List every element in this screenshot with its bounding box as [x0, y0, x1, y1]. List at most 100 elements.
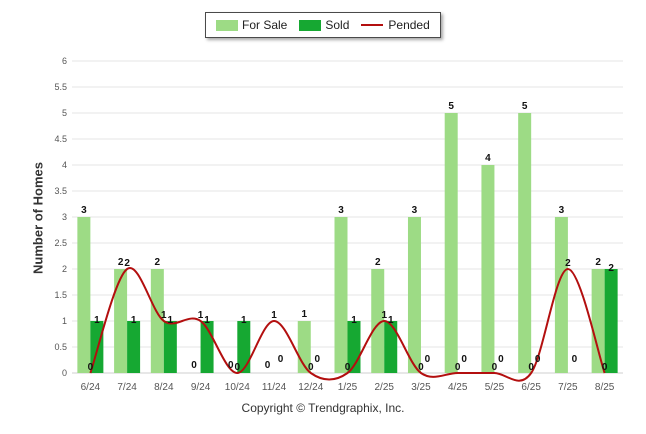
x-tick-label: 6/24 [81, 382, 101, 393]
legend-label-pended: Pended [388, 18, 430, 32]
for-sale-swatch [216, 19, 238, 31]
pended-line-layer [89, 267, 606, 382]
y-tick-label: 1.5 [54, 290, 67, 300]
data-label-pended: 0 [528, 362, 534, 373]
legend-item-for-sale[interactable]: For Sale [216, 18, 287, 32]
x-tick-label: 4/25 [448, 382, 468, 393]
x-tick-label: 7/24 [117, 382, 137, 393]
data-label-for-sale: 0 [191, 360, 197, 371]
x-tick-label: 8/25 [595, 382, 615, 393]
data-label-pended: 0 [455, 362, 461, 373]
y-tick-label: 2 [62, 264, 67, 274]
bar-sold [384, 321, 398, 373]
data-label-sold: 1 [168, 315, 174, 326]
data-label-sold: 0 [314, 354, 320, 365]
data-label-for-sale: 0 [228, 360, 234, 371]
data-label-sold: 2 [608, 263, 614, 274]
data-label-pended: 1 [271, 310, 277, 321]
data-label-for-sale: 4 [485, 153, 491, 164]
data-label-pended: 0 [492, 362, 498, 373]
y-tick-label: 2.5 [54, 238, 67, 248]
data-label-pended: 0 [235, 362, 241, 373]
bar-for-sale [444, 113, 458, 373]
data-label-for-sale: 5 [522, 101, 528, 112]
data-label-pended: 1 [381, 310, 387, 321]
y-tick-label: 4 [62, 160, 67, 170]
data-label-for-sale: 3 [412, 205, 418, 216]
y-tick-label: 6 [62, 56, 67, 66]
x-tick-label: 12/24 [298, 382, 323, 393]
x-tick-label: 11/24 [262, 382, 287, 393]
data-label-sold: 1 [204, 315, 210, 326]
bar-sold [237, 321, 251, 373]
y-tick-label: 4.5 [54, 134, 67, 144]
data-label-sold: 0 [498, 354, 504, 365]
bar-for-sale [114, 269, 128, 373]
data-label-pended: 0 [345, 362, 351, 373]
data-label-pended: 0 [308, 362, 314, 373]
bar-for-sale [518, 113, 532, 373]
legend: For Sale Sold Pended [205, 12, 441, 38]
sold-swatch [299, 19, 322, 31]
data-label-for-sale: 2 [155, 257, 161, 268]
data-label-pended: 2 [124, 258, 130, 269]
bar-sold [163, 321, 177, 373]
data-label-pended: 1 [198, 310, 204, 321]
x-tick-label: 9/24 [191, 382, 211, 393]
pended-swatch [361, 24, 384, 26]
data-label-sold: 1 [94, 315, 100, 326]
data-label-sold: 1 [131, 315, 137, 326]
data-label-sold: 0 [278, 354, 284, 365]
bar-for-sale [591, 269, 605, 373]
data-label-for-sale: 1 [301, 309, 307, 320]
data-label-for-sale: 3 [81, 205, 87, 216]
data-label-for-sale: 3 [559, 205, 565, 216]
bar-sold [604, 269, 618, 373]
data-label-sold: 0 [425, 354, 431, 365]
data-label-sold: 0 [461, 354, 467, 365]
data-label-for-sale: 5 [448, 101, 454, 112]
data-label-pended: 2 [565, 258, 571, 269]
data-label-sold: 1 [351, 315, 357, 326]
bar-for-sale [334, 217, 348, 373]
pended-line [89, 267, 606, 382]
y-tick-label: 5 [62, 108, 67, 118]
data-label-sold: 1 [388, 315, 394, 326]
legend-label-sold: Sold [325, 18, 350, 32]
x-tick-label: 7/25 [558, 382, 578, 393]
data-label-for-sale: 2 [118, 257, 124, 268]
legend-label-for-sale: For Sale [242, 18, 288, 32]
bar-sold [127, 321, 141, 373]
data-label-sold: 1 [241, 315, 247, 326]
bar-for-sale [150, 269, 164, 373]
x-tick-label: 10/24 [225, 382, 250, 393]
x-tick-label: 1/25 [338, 382, 358, 393]
data-label-pended: 1 [161, 310, 167, 321]
x-tick-label: 6/25 [521, 382, 541, 393]
bar-for-sale [554, 217, 568, 373]
data-label-pended: 0 [88, 362, 94, 373]
x-tick-label: 5/25 [485, 382, 505, 393]
y-axis-ticks: 0 0.5 1 1.5 2 2.5 3 3.5 4 4.5 5 5.5 6 [54, 56, 67, 378]
x-tick-label: 8/24 [154, 382, 174, 393]
data-label-for-sale: 2 [375, 257, 381, 268]
x-tick-label: 3/25 [411, 382, 431, 393]
data-label-for-sale: 3 [338, 205, 344, 216]
data-label-for-sale: 2 [595, 257, 601, 268]
legend-item-pended[interactable]: Pended [361, 18, 430, 32]
y-tick-label: 5.5 [54, 82, 67, 92]
data-label-pended: 0 [602, 362, 608, 373]
legend-item-sold[interactable]: Sold [299, 18, 349, 32]
y-tick-label: 0 [62, 368, 67, 378]
data-label-pended: 0 [418, 362, 424, 373]
y-tick-label: 3.5 [54, 186, 67, 196]
x-tick-label: 2/25 [374, 382, 394, 393]
copyright-footer: Copyright © Trendgraphix, Inc. [241, 401, 405, 415]
x-axis-ticks: 6/24 7/24 8/24 9/24 10/24 11/24 12/24 1/25 2/25 3… [81, 382, 615, 393]
bar-for-sale [407, 217, 421, 373]
y-axis-label: Number of Homes [30, 162, 46, 274]
bars [77, 113, 618, 373]
bar-for-sale [77, 217, 91, 373]
data-label-sold: 0 [572, 354, 578, 365]
